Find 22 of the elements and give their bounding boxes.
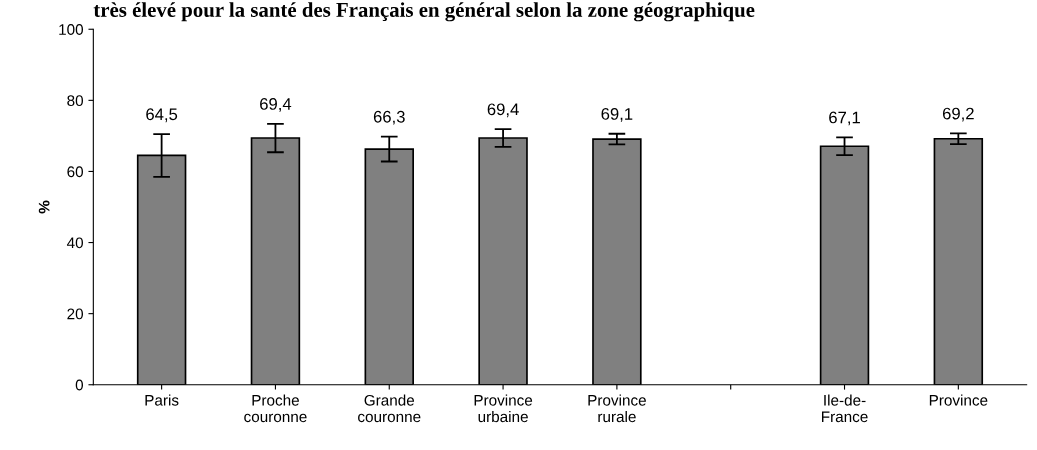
x-tick-label: Province — [929, 394, 988, 406]
y-tick-label: 80 — [67, 95, 84, 107]
data-label: 69,2 — [942, 107, 974, 122]
data-label: 69,1 — [601, 108, 633, 122]
y-tick-label: 60 — [67, 166, 84, 178]
data-label: 69,4 — [487, 103, 519, 118]
y-tick-label: 40 — [66, 237, 84, 249]
data-label: 66,3 — [373, 110, 405, 125]
data-label: 64,5 — [146, 108, 178, 123]
data-label: 67,1 — [829, 111, 860, 126]
y-axis-title: % — [38, 200, 50, 214]
y-tick-label: 100 — [59, 24, 84, 35]
chart-title: très élevé pour la santé des Français en général selon la zone géographique — [93, 2, 755, 22]
x-tick-label: Paris — [145, 394, 179, 406]
x-tick-label: Ile-de- France — [822, 394, 868, 423]
y-tick-label: 0 — [75, 379, 84, 391]
x-tick-label: Province rurale — [588, 394, 646, 423]
x-tick-label: Grande couronne — [358, 394, 421, 423]
x-tick-label: Proche couronne — [244, 394, 307, 423]
y-tick-label: 20 — [67, 308, 84, 320]
data-label: 69,4 — [260, 98, 292, 112]
x-tick-label: Province urbaine — [474, 394, 533, 423]
